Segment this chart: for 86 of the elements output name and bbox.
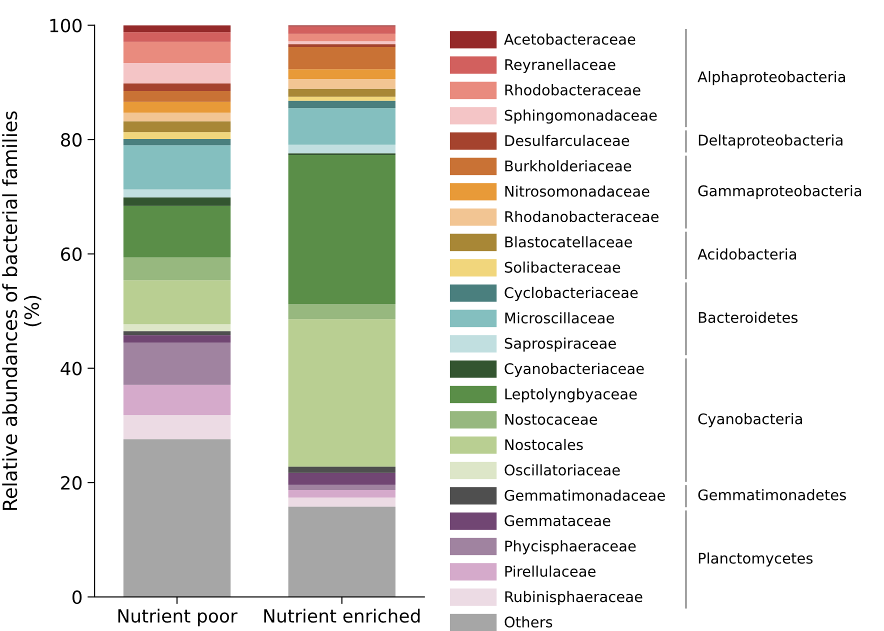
bar bbox=[288, 144, 396, 154]
text: Alphaproteobacteria bbox=[698, 71, 845, 86]
legend-label: Gemmatimonadaceae bbox=[504, 490, 665, 501]
bar bbox=[288, 26, 396, 34]
bar bbox=[288, 490, 396, 498]
text: Planctomycetes bbox=[698, 552, 813, 567]
bar bbox=[288, 44, 396, 47]
bar bbox=[123, 189, 231, 198]
bar bbox=[288, 96, 396, 101]
bar bbox=[288, 304, 396, 320]
bar bbox=[123, 206, 231, 258]
bar bbox=[288, 319, 396, 467]
bar bbox=[288, 497, 396, 507]
legend-label: Desulfarculaceae bbox=[505, 134, 630, 146]
y-tick-label: 20 bbox=[61, 476, 82, 490]
legend-label: Burkholderiaceae bbox=[505, 160, 632, 172]
bar bbox=[288, 155, 396, 304]
bar bbox=[123, 342, 231, 385]
text: Gemmatimonadetes bbox=[698, 489, 846, 500]
bar bbox=[123, 62, 231, 84]
y-tick-label: 100 bbox=[50, 18, 82, 32]
text: Cyanobacteria bbox=[698, 413, 802, 428]
bar bbox=[123, 335, 231, 343]
legend-label: Rhodanobacteraceae bbox=[505, 210, 659, 222]
bar bbox=[288, 108, 396, 145]
legend-label: Oscillatoriaceae bbox=[504, 464, 620, 476]
y-tick-label: 0 bbox=[72, 590, 82, 604]
bar bbox=[123, 139, 231, 146]
legend-label: Nostocales bbox=[505, 438, 583, 450]
legend-label: Others bbox=[504, 616, 552, 628]
legend-label: Solibacteraceae bbox=[504, 262, 620, 273]
bar bbox=[123, 102, 231, 113]
bar bbox=[123, 84, 231, 91]
legend-label: Rubinisphaeraceae bbox=[505, 590, 642, 606]
legend-label: Microscillaceae bbox=[505, 312, 614, 324]
y-tick-label: 60 bbox=[61, 247, 82, 262]
bar bbox=[288, 506, 396, 597]
legend-label: Rhodobacteraceae bbox=[505, 84, 640, 96]
bar bbox=[288, 41, 396, 44]
legend-label: Blastocatellaceae bbox=[505, 236, 632, 248]
bar bbox=[123, 121, 231, 132]
bar bbox=[123, 439, 231, 597]
bar bbox=[123, 280, 231, 324]
text: Acidobacteria bbox=[698, 248, 796, 260]
legend-label: Cyanobacteriaceae bbox=[504, 362, 644, 377]
y-tick-label: 40 bbox=[60, 362, 82, 376]
bar bbox=[123, 42, 231, 63]
text: Bacteroidetes bbox=[698, 312, 798, 324]
bar bbox=[123, 257, 231, 280]
bar bbox=[123, 32, 231, 42]
y-tick-label: 80 bbox=[61, 133, 82, 147]
bar bbox=[123, 324, 231, 332]
legend-label: Gemmataceae bbox=[504, 515, 610, 526]
legend-label: Phycisphaeraceae bbox=[505, 540, 636, 554]
legend-label: Saprospiraceae bbox=[504, 338, 616, 352]
bar bbox=[288, 472, 396, 485]
bar bbox=[123, 197, 231, 206]
bar bbox=[288, 69, 396, 79]
legend-label: Reyranellaceae bbox=[505, 58, 616, 73]
x-tick-label: Nutrient enriched bbox=[264, 608, 420, 623]
bar bbox=[288, 466, 396, 473]
legend-label: Nitrosomonadaceae bbox=[505, 186, 650, 197]
legend-label: Cyclobacteriaceae bbox=[504, 286, 638, 301]
bar bbox=[123, 132, 231, 140]
bar bbox=[288, 78, 396, 89]
bar bbox=[288, 484, 396, 490]
legend-label: Sphingomonadaceae bbox=[504, 109, 657, 124]
bar bbox=[123, 145, 231, 190]
text: Deltaproteobacteria bbox=[698, 134, 842, 148]
bar bbox=[288, 34, 396, 42]
legend-label: Pirellulaceae bbox=[505, 566, 596, 577]
bar bbox=[123, 331, 231, 336]
bar bbox=[123, 384, 231, 416]
x-tick-label: Nutrient poor bbox=[118, 608, 238, 626]
text: Gammaproteobacteria bbox=[698, 185, 862, 200]
bar bbox=[288, 100, 396, 108]
legend-label: Leptolyngbyaceae bbox=[505, 388, 637, 402]
bar bbox=[123, 112, 231, 122]
legend-label: Nostocaceae bbox=[505, 414, 598, 425]
y-axis-title: Relative abundances of bacterial families (%) bbox=[2, 111, 42, 510]
legend-label: Acetobacteraceae bbox=[504, 33, 636, 45]
bar bbox=[288, 88, 396, 97]
bar bbox=[288, 46, 396, 70]
bar bbox=[123, 90, 231, 102]
bar bbox=[123, 25, 231, 32]
bar bbox=[123, 415, 231, 440]
